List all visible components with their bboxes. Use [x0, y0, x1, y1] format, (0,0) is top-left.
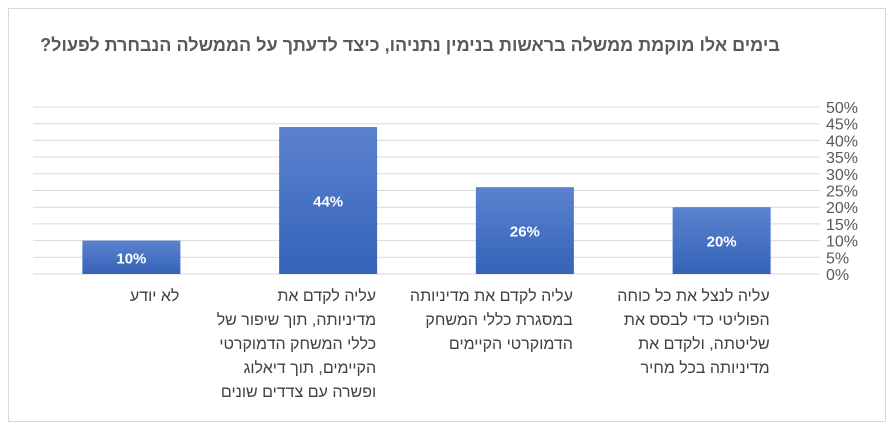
data-label: 44% [313, 194, 343, 211]
bar [82, 240, 181, 274]
x-category-label: עליה לקדם את מדיניותה, תוך שיפור של כללי… [216, 288, 377, 401]
y-tick-label: 35% [826, 150, 858, 167]
data-label: 10% [116, 250, 146, 267]
y-tick-label: 30% [826, 167, 858, 184]
y-tick-label: 45% [826, 117, 858, 134]
y-tick-label: 50% [826, 100, 858, 117]
bar [279, 127, 378, 274]
y-tick-label: 20% [826, 200, 858, 217]
x-category-label: עליה לקדם את מדיניותה במסגרת כללי המשחק … [409, 288, 573, 353]
y-tick-label: 0% [826, 267, 849, 284]
y-tick-label: 15% [826, 217, 858, 234]
y-tick-label: 5% [826, 250, 849, 267]
bar [672, 207, 771, 274]
data-label: 26% [510, 224, 540, 241]
bar [475, 187, 574, 274]
chart-title: בימים אלו מוקמת ממשלה בראשות בנימין נתני… [40, 35, 780, 55]
data-label: 20% [707, 234, 737, 251]
y-tick-label: 25% [826, 184, 858, 201]
x-category-label: לא יודע [129, 288, 180, 305]
x-category-label: עליה לנצל את כל כוחה הפוליטי כדי לבסס את… [617, 288, 770, 377]
y-tick-label: 10% [826, 234, 858, 251]
y-tick-label: 40% [826, 133, 858, 150]
